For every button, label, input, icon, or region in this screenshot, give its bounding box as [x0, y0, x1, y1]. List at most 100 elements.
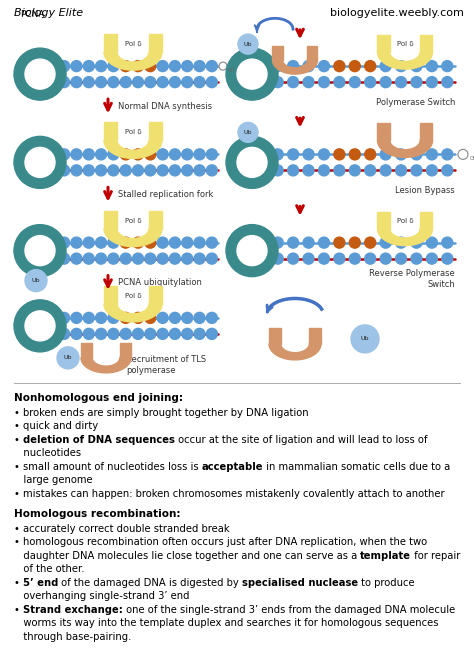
Circle shape [380, 165, 391, 176]
Circle shape [108, 60, 119, 72]
Circle shape [83, 328, 94, 340]
Circle shape [71, 149, 82, 160]
Circle shape [395, 60, 407, 72]
Polygon shape [81, 343, 92, 358]
Circle shape [349, 149, 360, 160]
Text: Pol η: Pol η [397, 129, 413, 135]
Circle shape [427, 76, 438, 88]
Polygon shape [420, 35, 432, 52]
Circle shape [380, 149, 391, 160]
Circle shape [226, 137, 278, 188]
Text: •: • [14, 605, 23, 615]
Circle shape [365, 60, 376, 72]
Polygon shape [377, 123, 390, 141]
Circle shape [206, 253, 218, 264]
Polygon shape [104, 123, 117, 141]
Circle shape [427, 149, 438, 160]
Circle shape [157, 328, 168, 340]
Circle shape [206, 237, 218, 248]
Circle shape [351, 325, 379, 353]
Circle shape [288, 237, 299, 248]
Circle shape [272, 253, 283, 264]
Circle shape [96, 165, 107, 176]
Circle shape [157, 253, 168, 264]
Circle shape [120, 165, 131, 176]
Polygon shape [377, 35, 390, 52]
Text: Normal DNA synthesis: Normal DNA synthesis [118, 102, 212, 111]
Polygon shape [104, 304, 162, 322]
Text: of the damaged DNA is digested by: of the damaged DNA is digested by [58, 578, 242, 588]
Circle shape [427, 165, 438, 176]
Circle shape [288, 253, 299, 264]
Text: deletion of DNA sequences: deletion of DNA sequences [23, 435, 175, 445]
Polygon shape [149, 210, 162, 228]
Circle shape [57, 347, 79, 369]
Polygon shape [120, 343, 131, 358]
Circle shape [334, 149, 345, 160]
Circle shape [145, 312, 156, 324]
Text: Recruitment of TLS
polymerase: Recruitment of TLS polymerase [126, 354, 206, 375]
Text: • broken ends are simply brought together by DNA ligation: • broken ends are simply brought togethe… [14, 408, 309, 418]
Circle shape [145, 165, 156, 176]
Circle shape [206, 328, 218, 340]
Text: Pol δ: Pol δ [397, 41, 413, 47]
Text: Pol δ: Pol δ [125, 293, 141, 299]
Circle shape [442, 76, 453, 88]
Text: to produce: to produce [358, 578, 415, 588]
Text: Strand exchange:: Strand exchange: [23, 605, 123, 615]
Circle shape [145, 60, 156, 72]
Circle shape [83, 253, 94, 264]
Circle shape [169, 149, 181, 160]
Circle shape [71, 165, 82, 176]
Circle shape [194, 76, 205, 88]
Polygon shape [377, 228, 432, 246]
Circle shape [133, 237, 144, 248]
Text: 5’ end: 5’ end [23, 578, 58, 588]
Circle shape [71, 312, 82, 324]
Circle shape [427, 253, 438, 264]
Circle shape [442, 60, 453, 72]
Text: through base-pairing.: through base-pairing. [14, 632, 131, 642]
Circle shape [108, 149, 119, 160]
Circle shape [194, 165, 205, 176]
Circle shape [83, 165, 94, 176]
Polygon shape [104, 141, 162, 158]
Circle shape [442, 165, 453, 176]
Circle shape [194, 149, 205, 160]
Polygon shape [269, 344, 321, 360]
Text: Pol η: Pol η [98, 347, 114, 353]
Circle shape [169, 237, 181, 248]
Circle shape [120, 149, 131, 160]
Circle shape [349, 165, 360, 176]
Circle shape [380, 253, 391, 264]
Circle shape [71, 253, 82, 264]
Circle shape [303, 76, 314, 88]
Polygon shape [81, 358, 131, 373]
Text: specialised nuclease: specialised nuclease [242, 578, 358, 588]
Circle shape [14, 224, 66, 277]
Polygon shape [104, 210, 117, 228]
Polygon shape [273, 60, 318, 74]
Circle shape [59, 76, 70, 88]
Polygon shape [377, 212, 390, 228]
Circle shape [71, 60, 82, 72]
Text: • homologous recombination often occurs just after DNA replication, when the two: • homologous recombination often occurs … [14, 537, 427, 547]
Circle shape [157, 237, 168, 248]
Circle shape [96, 76, 107, 88]
Circle shape [133, 60, 144, 72]
Polygon shape [307, 46, 318, 60]
Circle shape [288, 60, 299, 72]
Circle shape [365, 149, 376, 160]
Circle shape [334, 165, 345, 176]
Circle shape [238, 34, 258, 54]
Polygon shape [377, 141, 432, 157]
Circle shape [96, 312, 107, 324]
Circle shape [182, 165, 193, 176]
Circle shape [303, 165, 314, 176]
Polygon shape [273, 46, 283, 60]
Circle shape [206, 149, 218, 160]
Circle shape [120, 237, 131, 248]
Text: Ub: Ub [361, 336, 369, 342]
Circle shape [442, 149, 453, 160]
Circle shape [411, 237, 422, 248]
